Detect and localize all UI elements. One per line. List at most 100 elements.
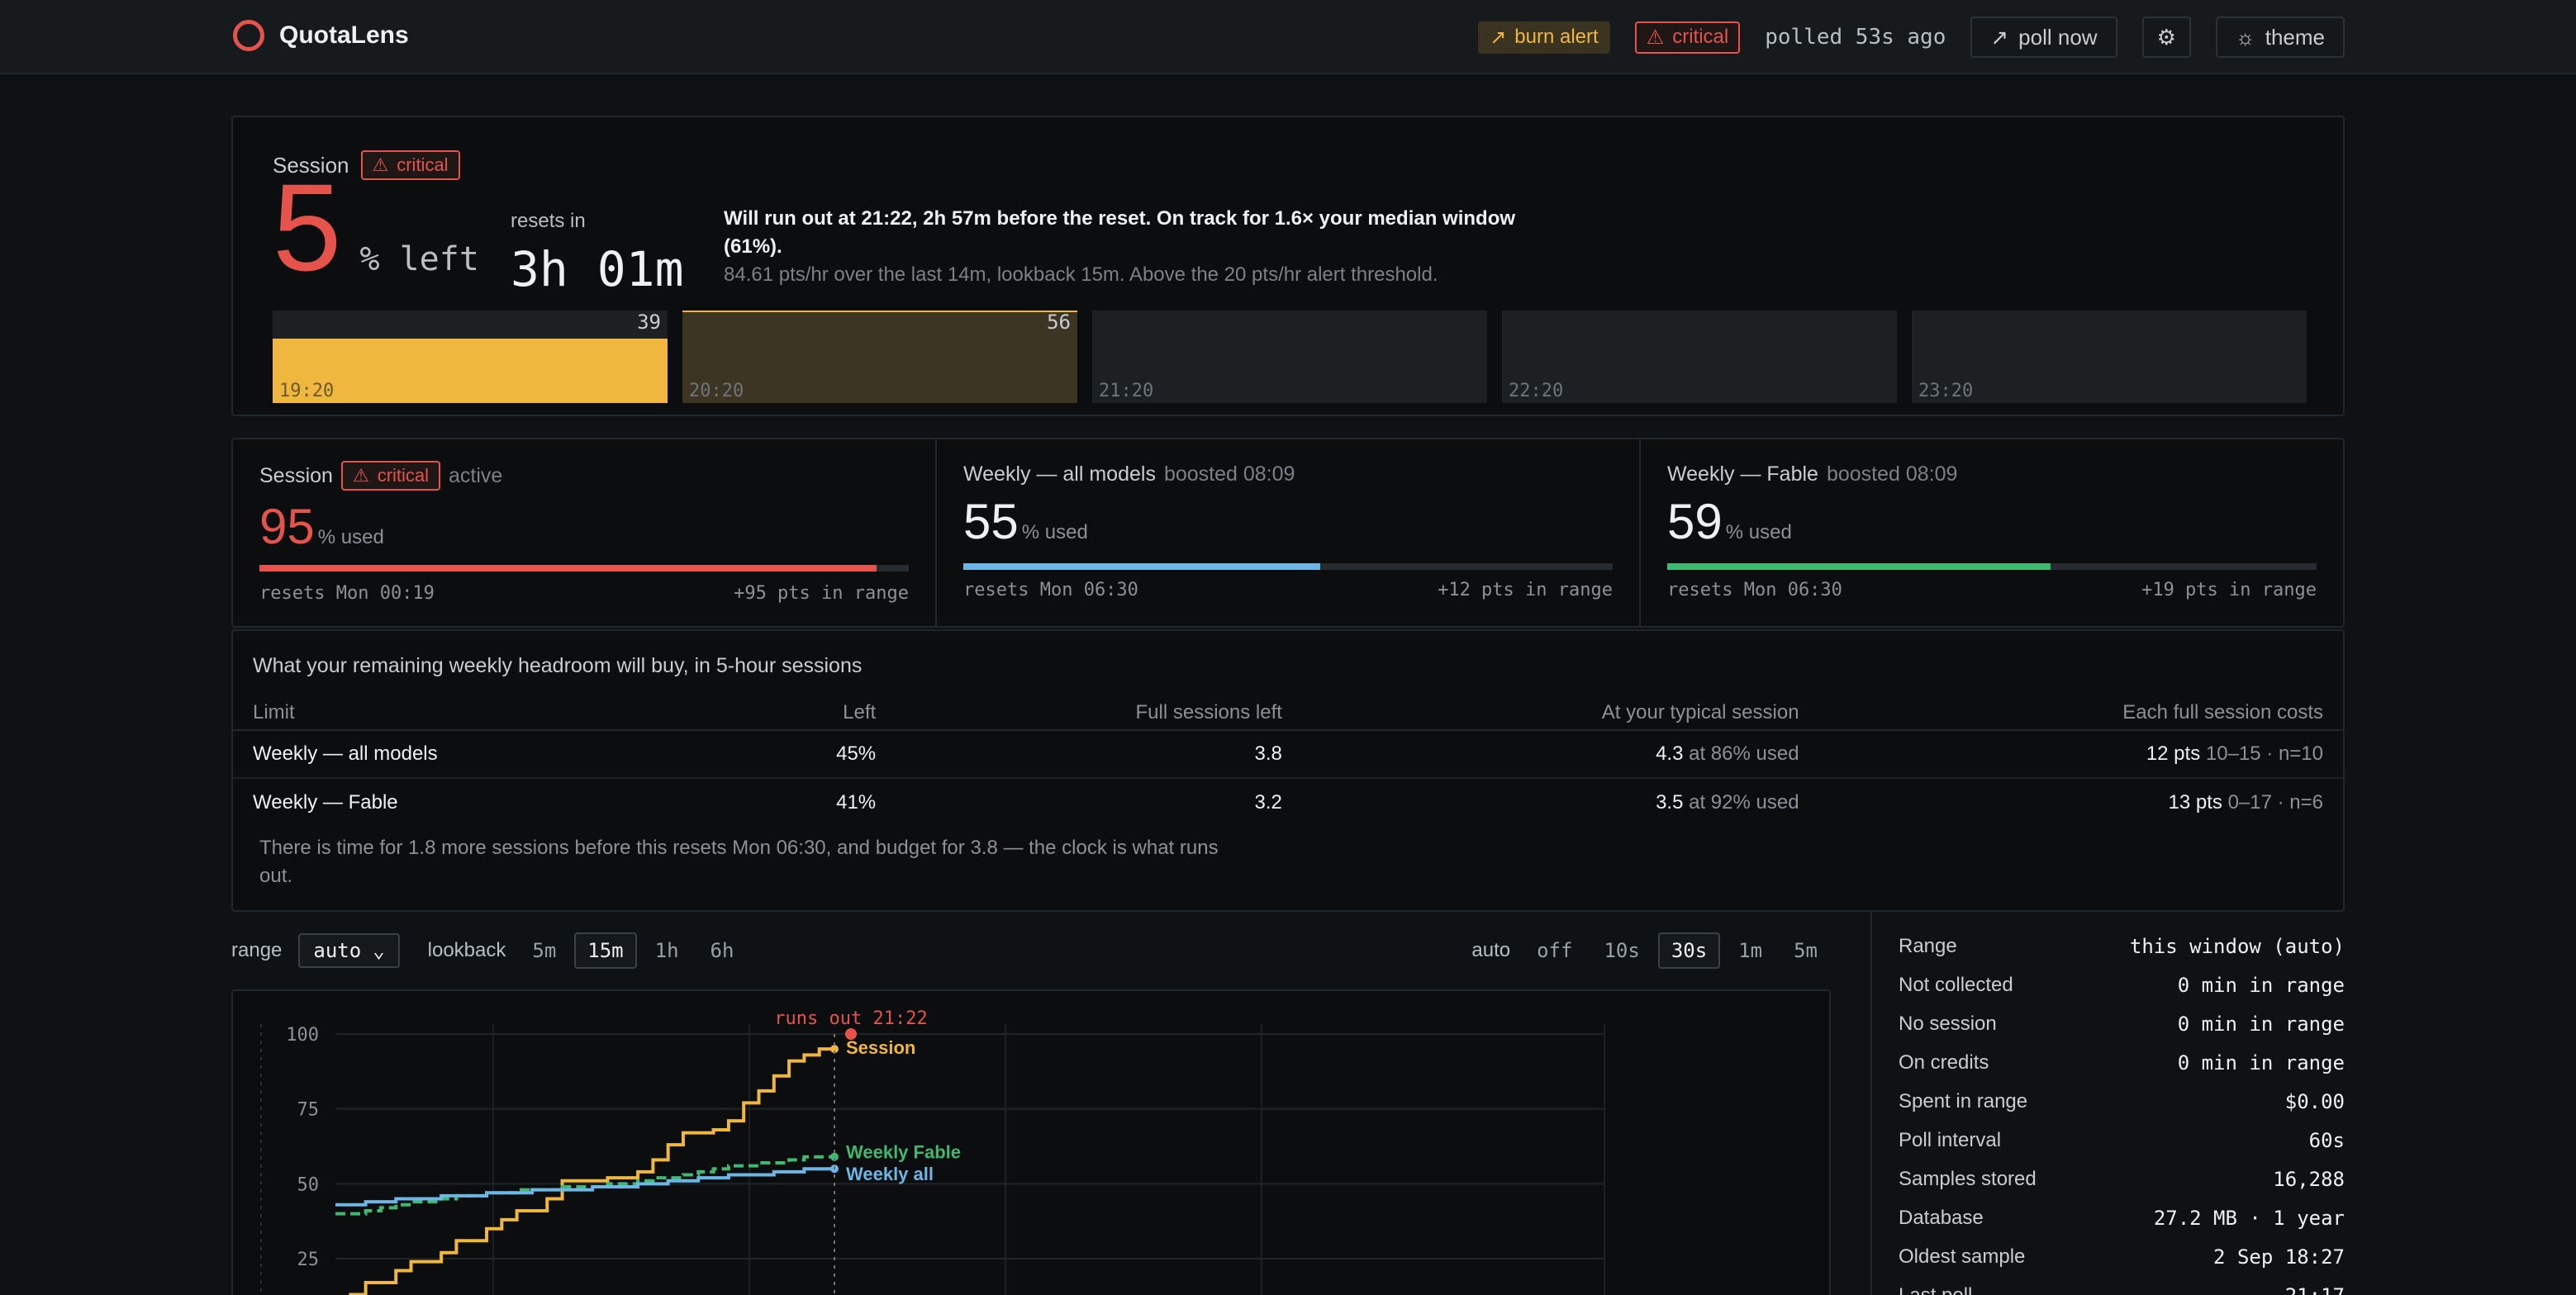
percent-left-value: 5 [273, 158, 342, 296]
stat-value: 16,288 [2273, 1168, 2345, 1191]
stat-label: Samples stored [1899, 1168, 2037, 1190]
limit-percent: 55% used [963, 497, 1088, 547]
limit-percent: 59% used [1667, 497, 1792, 547]
cell-limit: Weekly — Fable [253, 790, 398, 814]
cost-note: 0–17 · n=6 [2227, 790, 2323, 814]
lookback-option[interactable]: 6h [710, 939, 734, 962]
limit-progress-bar [259, 565, 909, 572]
limit-resets: resets Mon 06:30 [1667, 580, 1842, 600]
limit-status: boosted 08:09 [1163, 462, 1295, 486]
stat-row: Spent in range $0.00 [1899, 1090, 2345, 1113]
limit-heading: Weekly — all models boosted 08:09 [963, 462, 1295, 486]
limit-progress-fill [963, 563, 1321, 570]
headroom-title: What your remaining weekly headroom will… [253, 654, 863, 677]
series-label-all: Weekly all [846, 1164, 934, 1184]
series-line [335, 1167, 834, 1207]
limit-percent-unit: % used [1725, 521, 1792, 543]
cell-typical: 3.5 at 92% used [1302, 778, 1819, 826]
limit-points: +19 pts in range [2141, 580, 2317, 600]
auto-refresh-options: off 10s 30s 1m 5m [1523, 932, 1831, 969]
hour-value: 39 [637, 311, 661, 334]
stat-label: Oldest sample [1899, 1245, 2026, 1268]
hour-fill [682, 311, 1077, 403]
cell-full-sessions: 3.2 [1254, 790, 1282, 814]
hero-critical-badge: ⚠ critical [360, 150, 460, 180]
auto-refresh-option[interactable]: 1m [1738, 939, 1763, 962]
poll-now-label: poll now [2018, 24, 2098, 50]
limit-percent: 95% used [259, 502, 384, 552]
settings-button[interactable]: ⚙ [2141, 17, 2191, 58]
auto-refresh-option[interactable]: 10s [1604, 939, 1640, 962]
runout-annotation: runs out 21:22 [774, 1008, 927, 1029]
badge-label: critical [377, 465, 430, 486]
limit-percent-value: 59 [1667, 494, 1723, 549]
brand[interactable]: QuotaLens [233, 20, 409, 51]
typical-value: 4.3 [1656, 742, 1684, 765]
cell-typical: 4.3 at 86% used [1301, 730, 1819, 779]
stat-label: On credits [1899, 1051, 1989, 1074]
app-name: QuotaLens [279, 21, 409, 49]
auto-refresh-option[interactable]: off [1537, 939, 1573, 962]
series-end-point [830, 1045, 839, 1054]
stats-panel: Range this window (auto) Not collected 0 mi… [1870, 912, 2345, 1295]
table-header-row: Limit Left Full sessions left At your ty… [233, 695, 2343, 731]
typical-note: at 92% used [1689, 790, 1799, 814]
hour-cell: 21:20 [1092, 311, 1487, 403]
chevron-down-icon: ⌄ [373, 939, 385, 962]
stat-row: Poll interval 60s [1899, 1129, 2345, 1152]
cell-cost: 13 pts 0–17 · n=6 [1819, 778, 2343, 826]
cell-left: 41% [836, 790, 877, 814]
cost-note: 10–15 · n=10 [2205, 742, 2323, 765]
series-label-fable: Weekly Fable [846, 1142, 961, 1163]
limit-percent-unit: % used [317, 526, 384, 548]
hour-cell: 56 20:20 [682, 311, 1077, 403]
limit-percent-value: 55 [963, 494, 1019, 549]
stat-value: 60s [2308, 1129, 2345, 1152]
limit-resets: resets Mon 00:19 [259, 583, 435, 604]
stat-row: Range this window (auto) [1899, 935, 2345, 958]
chart-controls: range auto ⌄ lookback 5m 15m 1h 6h auto off… [231, 930, 1831, 971]
gear-icon: ⚙ [2156, 24, 2176, 50]
stat-label: Poll interval [1899, 1129, 2002, 1151]
poll-now-button[interactable]: ↗ poll now [1970, 17, 2117, 58]
range-label: range [231, 939, 283, 961]
auto-refresh-option[interactable]: 30s [1657, 932, 1721, 969]
polled-status: polled 53s ago [1765, 25, 1946, 50]
stat-value: this window (auto) [2129, 935, 2345, 958]
hero-heading: Session ⚠ critical [273, 150, 460, 180]
stat-row: Oldest sample 2 Sep 18:27 [1899, 1245, 2345, 1269]
limit-progress-bar [963, 563, 1613, 570]
hour-fill [273, 338, 668, 403]
hour-cell: 22:20 [1502, 311, 1897, 403]
range-select[interactable]: auto ⌄ [298, 933, 400, 968]
limit-points: +12 pts in range [1438, 580, 1613, 600]
logo-icon [233, 20, 264, 51]
limit-status: boosted 08:09 [1826, 462, 1958, 486]
resets-in-value: 3h 01m [511, 241, 684, 297]
percent-left: 5 % left [273, 165, 479, 289]
stat-value: 21:17 [2285, 1284, 2345, 1295]
lookback-option[interactable]: 1h [654, 939, 679, 962]
lookback-option[interactable]: 15m [574, 932, 637, 969]
hour-time: 19:20 [279, 381, 335, 401]
top-bar: QuotaLens ↗ burn alert ⚠ critical polled… [0, 0, 2576, 74]
stat-value: 0 min in range [2177, 974, 2345, 997]
stat-row: Database 27.2 MB · 1 year [1899, 1207, 2345, 1230]
column-header: Each full session costs [1818, 695, 2343, 731]
stat-value: 0 min in range [2177, 1013, 2345, 1036]
stat-value: 2 Sep 18:27 [2213, 1245, 2345, 1269]
limit-footer: resets Mon 06:30 +19 pts in range [1667, 580, 2317, 600]
y-tick-label: 100 [286, 1025, 319, 1046]
cell-cost: 12 pts 10–15 · n=10 [1818, 730, 2343, 779]
runout-marker [845, 1028, 857, 1040]
burn-alert-badge: ↗ burn alert [1478, 21, 1610, 54]
usage-chart: 100 75 50 25 Session Weekly Fable Weekly all ru… [231, 989, 1831, 1295]
theme-button[interactable]: ☼ theme [2215, 17, 2345, 58]
limit-heading: Session ⚠ critical active [259, 461, 502, 491]
lookback-option[interactable]: 5m [532, 939, 557, 962]
y-tick-label: 50 [297, 1174, 320, 1195]
table-row: Weekly — Fable 41% 3.2 3.5 at 92% used 1… [233, 778, 2343, 826]
trend-up-icon: ↗ [1990, 24, 2009, 50]
auto-refresh-option[interactable]: 5m [1794, 939, 1818, 962]
forecast-message: Will run out at 21:22, 2h 57m before the… [724, 205, 1517, 289]
